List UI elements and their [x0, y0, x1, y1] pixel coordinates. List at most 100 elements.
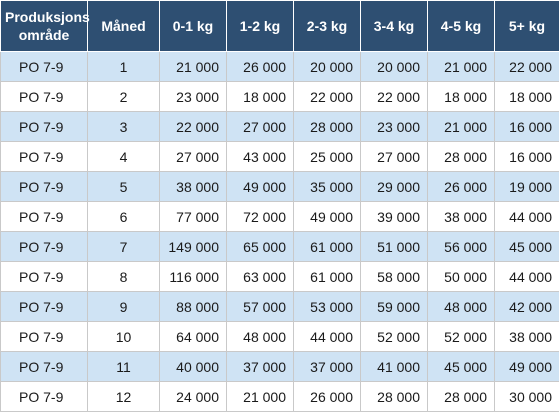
value-5-plus-kg: 19 000: [495, 172, 559, 202]
value-1-2-kg: 49 000: [227, 172, 294, 202]
area-cell: PO 7-9: [1, 112, 88, 142]
value-4-5-kg: 28 000: [428, 142, 495, 172]
value-0-1-kg: 38 000: [160, 172, 227, 202]
value-3-4-kg: 58 000: [361, 262, 428, 292]
value-5-plus-kg: 49 000: [495, 352, 559, 382]
value-3-4-kg: 23 000: [361, 112, 428, 142]
area-cell: PO 7-9: [1, 82, 88, 112]
value-2-3-kg: 26 000: [294, 382, 361, 412]
month-cell: 8: [88, 262, 160, 292]
value-4-5-kg: 50 000: [428, 262, 495, 292]
value-4-5-kg: 21 000: [428, 112, 495, 142]
value-2-3-kg: 53 000: [294, 292, 361, 322]
area-cell: PO 7-9: [1, 262, 88, 292]
area-cell: PO 7-9: [1, 322, 88, 352]
value-3-4-kg: 51 000: [361, 232, 428, 262]
area-cell: PO 7-9: [1, 172, 88, 202]
value-0-1-kg: 77 000: [160, 202, 227, 232]
month-cell: 7: [88, 232, 160, 262]
month-cell: 12: [88, 382, 160, 412]
header-1-2-kg: 1-2 kg: [227, 1, 294, 52]
value-5-plus-kg: 44 000: [495, 202, 559, 232]
month-cell: 11: [88, 352, 160, 382]
value-2-3-kg: 35 000: [294, 172, 361, 202]
value-1-2-kg: 65 000: [227, 232, 294, 262]
value-5-plus-kg: 18 000: [495, 82, 559, 112]
month-cell: 2: [88, 82, 160, 112]
header-month: Måned: [88, 1, 160, 52]
table-header: Produksjons område Måned 0-1 kg 1-2 kg 2…: [1, 1, 559, 52]
header-4-5-kg: 4-5 kg: [428, 1, 495, 52]
area-cell: PO 7-9: [1, 232, 88, 262]
value-2-3-kg: 25 000: [294, 142, 361, 172]
value-0-1-kg: 40 000: [160, 352, 227, 382]
value-0-1-kg: 22 000: [160, 112, 227, 142]
area-cell: PO 7-9: [1, 52, 88, 82]
value-1-2-kg: 26 000: [227, 52, 294, 82]
value-2-3-kg: 28 000: [294, 112, 361, 142]
value-1-2-kg: 57 000: [227, 292, 294, 322]
value-0-1-kg: 88 000: [160, 292, 227, 322]
value-5-plus-kg: 44 000: [495, 262, 559, 292]
area-cell: PO 7-9: [1, 292, 88, 322]
value-0-1-kg: 64 000: [160, 322, 227, 352]
month-cell: 9: [88, 292, 160, 322]
value-3-4-kg: 39 000: [361, 202, 428, 232]
area-cell: PO 7-9: [1, 352, 88, 382]
value-2-3-kg: 44 000: [294, 322, 361, 352]
month-cell: 1: [88, 52, 160, 82]
header-0-1-kg: 0-1 kg: [160, 1, 227, 52]
value-4-5-kg: 26 000: [428, 172, 495, 202]
value-0-1-kg: 116 000: [160, 262, 227, 292]
value-1-2-kg: 37 000: [227, 352, 294, 382]
value-0-1-kg: 23 000: [160, 82, 227, 112]
value-5-plus-kg: 45 000: [495, 232, 559, 262]
value-1-2-kg: 27 000: [227, 112, 294, 142]
value-2-3-kg: 61 000: [294, 232, 361, 262]
header-row: Produksjons område Måned 0-1 kg 1-2 kg 2…: [1, 1, 559, 52]
value-3-4-kg: 59 000: [361, 292, 428, 322]
value-4-5-kg: 18 000: [428, 82, 495, 112]
value-3-4-kg: 28 000: [361, 382, 428, 412]
month-cell: 4: [88, 142, 160, 172]
value-1-2-kg: 48 000: [227, 322, 294, 352]
value-3-4-kg: 22 000: [361, 82, 428, 112]
area-cell: PO 7-9: [1, 142, 88, 172]
header-3-4-kg: 3-4 kg: [361, 1, 428, 52]
value-4-5-kg: 38 000: [428, 202, 495, 232]
value-4-5-kg: 45 000: [428, 352, 495, 382]
value-3-4-kg: 27 000: [361, 142, 428, 172]
value-5-plus-kg: 16 000: [495, 112, 559, 142]
area-cell: PO 7-9: [1, 382, 88, 412]
month-cell: 10: [88, 322, 160, 352]
value-0-1-kg: 24 000: [160, 382, 227, 412]
value-2-3-kg: 49 000: [294, 202, 361, 232]
value-1-2-kg: 21 000: [227, 382, 294, 412]
value-4-5-kg: 28 000: [428, 382, 495, 412]
value-3-4-kg: 29 000: [361, 172, 428, 202]
value-5-plus-kg: 38 000: [495, 322, 559, 352]
value-2-3-kg: 22 000: [294, 82, 361, 112]
value-1-2-kg: 72 000: [227, 202, 294, 232]
value-3-4-kg: 20 000: [361, 52, 428, 82]
value-5-plus-kg: 16 000: [495, 142, 559, 172]
value-0-1-kg: 149 000: [160, 232, 227, 262]
month-cell: 3: [88, 112, 160, 142]
month-cell: 6: [88, 202, 160, 232]
value-2-3-kg: 20 000: [294, 52, 361, 82]
value-5-plus-kg: 22 000: [495, 52, 559, 82]
